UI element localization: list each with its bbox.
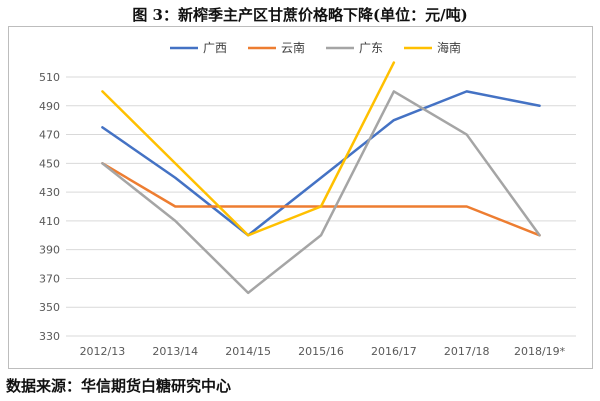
gridlines: [66, 76, 576, 337]
series-line-2: [101, 90, 541, 295]
x-tick-label: 2018/19*: [514, 345, 566, 358]
y-tick-label: 370: [39, 272, 60, 285]
legend-label-0: 广西: [203, 41, 227, 55]
series-line-3: [101, 61, 396, 237]
chart-frame: [8, 26, 593, 369]
y-tick-label: 510: [39, 71, 60, 84]
x-tick-label: 2017/18: [444, 345, 490, 358]
series-lines: [101, 61, 541, 295]
x-axis-ticks: 2012/13 2013/14 2014/15 2015/16 2016/17 2017/…: [80, 345, 566, 358]
legend-label-3: 海南: [437, 40, 461, 55]
x-tick-label: 2014/15: [225, 345, 271, 358]
x-tick-label: 2013/14: [152, 345, 198, 358]
y-tick-label: 470: [39, 129, 60, 142]
x-tick-label: 2012/13: [80, 345, 126, 358]
y-tick-label: 350: [39, 301, 60, 314]
chart-title: 图 3：新榨季主产区甘蔗价格略下降(单位：元/吨): [132, 6, 468, 24]
y-tick-label: 330: [39, 330, 60, 343]
y-tick-label: 450: [39, 157, 60, 170]
legend: 广西 云南 广东 海南: [170, 40, 461, 55]
y-tick-label: 410: [39, 215, 60, 228]
series-line-0: [101, 90, 541, 237]
y-tick-label: 390: [39, 244, 60, 257]
source-note: 数据来源：华信期货白糖研究中心: [6, 377, 232, 395]
y-axis-ticks: 330 350 370 390 410 430 450 470 490 510: [39, 71, 60, 343]
x-tick-label: 2016/17: [371, 345, 417, 358]
x-tick-label: 2015/16: [298, 345, 344, 358]
y-tick-label: 430: [39, 186, 60, 199]
legend-label-2: 广东: [359, 41, 383, 55]
y-tick-label: 490: [39, 100, 60, 113]
legend-label-1: 云南: [281, 40, 305, 55]
